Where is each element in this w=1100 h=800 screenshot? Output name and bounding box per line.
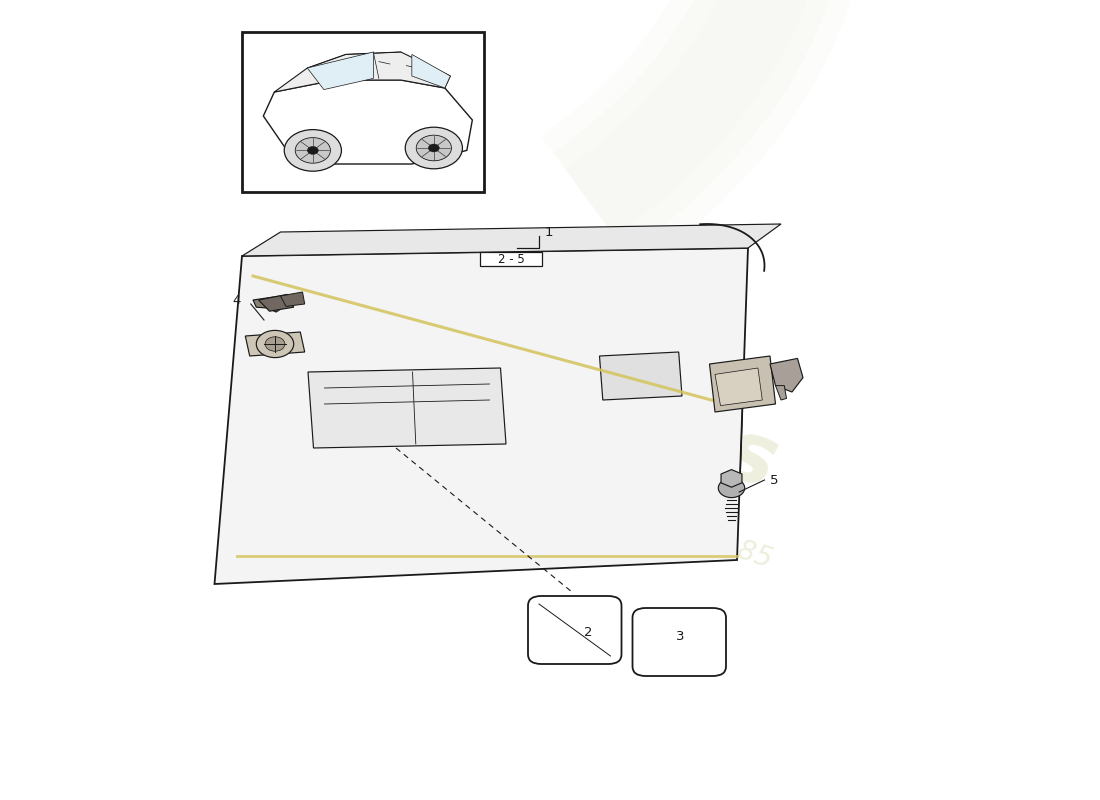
Text: 5: 5 [770,474,779,486]
Text: 2: 2 [584,626,593,638]
Text: 3: 3 [675,630,684,642]
Text: 2 - 5: 2 - 5 [497,253,525,266]
Polygon shape [720,470,742,487]
Polygon shape [258,294,294,311]
Circle shape [428,144,439,152]
Circle shape [416,135,451,161]
Circle shape [265,337,285,351]
Polygon shape [307,52,373,90]
Polygon shape [308,368,506,448]
Polygon shape [214,248,748,584]
Circle shape [256,330,294,358]
Polygon shape [776,386,786,400]
Circle shape [405,127,462,169]
Circle shape [295,138,330,163]
FancyBboxPatch shape [528,596,622,664]
Polygon shape [263,80,472,164]
FancyBboxPatch shape [632,608,726,676]
FancyBboxPatch shape [480,252,542,266]
Text: 4: 4 [232,294,241,306]
Polygon shape [600,352,682,400]
Polygon shape [411,54,450,88]
Polygon shape [242,224,781,256]
Polygon shape [245,332,305,356]
Polygon shape [710,356,776,412]
Text: 1: 1 [544,226,553,238]
Polygon shape [253,296,286,312]
Circle shape [307,146,318,154]
Polygon shape [770,358,803,392]
Text: a passion for parts since 1985: a passion for parts since 1985 [368,418,776,574]
FancyBboxPatch shape [242,32,484,192]
Text: eurospares: eurospares [245,261,789,507]
Polygon shape [274,52,450,92]
Polygon shape [715,368,762,406]
Polygon shape [280,292,305,306]
Circle shape [284,130,341,171]
Circle shape [718,478,745,498]
